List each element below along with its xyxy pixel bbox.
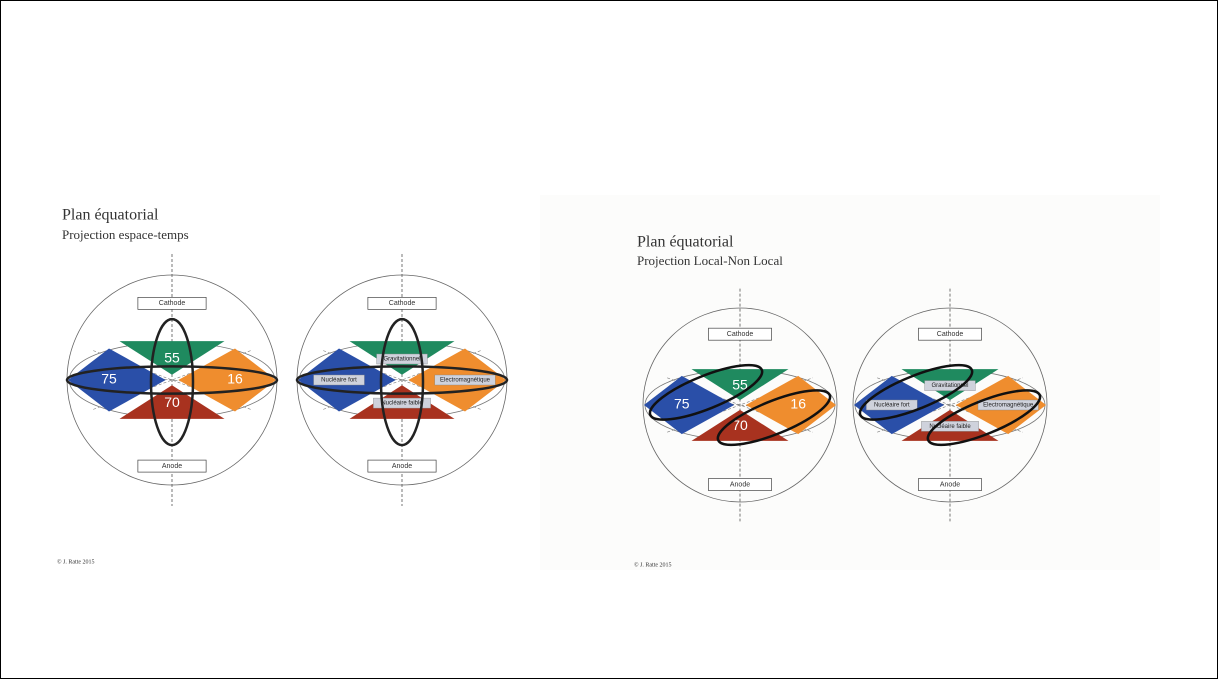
ring [716, 389, 832, 447]
pole-box [367, 459, 437, 473]
sector-label-box [313, 374, 365, 386]
sphere: Gravitationnel Nucléaire fort Electromagné… [852, 288, 1048, 522]
sector-number: 55 [164, 350, 180, 366]
sector [119, 341, 225, 375]
pole-label: Cathode [159, 300, 186, 307]
copyright: © J. Ratte 2015 [57, 558, 95, 565]
sphere: 55 75 16 70 Cathode Anode [642, 288, 838, 522]
sector-label: Gravitationnel [383, 357, 420, 363]
pole-box [708, 478, 772, 491]
sector-number: 55 [732, 376, 748, 392]
sector-label: Gravitationnel [931, 383, 968, 389]
sector [691, 369, 789, 401]
pole-label: Anode [940, 481, 960, 488]
sphere-outline [642, 307, 838, 503]
ring [295, 365, 509, 395]
pole-box [137, 459, 207, 473]
panel-title: Plan équatorial [62, 207, 159, 224]
ring [65, 365, 279, 395]
sector [119, 385, 225, 419]
pole-box [367, 297, 437, 310]
sector-number: 16 [790, 396, 806, 412]
pole-label: Anode [730, 481, 750, 488]
sphere-outline [852, 307, 1048, 503]
sector-label-box [924, 380, 976, 391]
sector-label: Nucléaire fort [321, 378, 357, 384]
panel-subtitle: Projection Local-Non Local [637, 253, 783, 268]
ring [379, 317, 425, 447]
sector-label: Nucléaire faible [381, 401, 423, 407]
pole-label: Anode [162, 463, 182, 470]
sector [691, 409, 789, 441]
sector-label-box [434, 374, 496, 386]
sector-label: Nucléaire fort [874, 403, 910, 409]
sector-label: Electromagnétique [440, 378, 491, 384]
sector-label-box [373, 397, 431, 409]
sector-label-box [921, 421, 979, 432]
ring [858, 363, 974, 421]
sector-number: 16 [227, 371, 243, 387]
ring [648, 363, 764, 421]
pole-label: Cathode [389, 300, 416, 307]
sector-label: Nucléaire faible [929, 424, 971, 430]
panel-background [540, 195, 1160, 570]
copyright: © J. Ratte 2015 [634, 561, 672, 568]
sector [68, 348, 166, 412]
sector-label-box [376, 353, 428, 365]
sphere: 55 75 16 70 Cathode Anode [65, 254, 279, 506]
panel-title: Plan équatorial [637, 234, 734, 251]
sector-number: 70 [164, 394, 180, 410]
panel-subtitle: Projection espace-temps [62, 227, 189, 242]
sector-number: 75 [674, 396, 690, 412]
sector-label: Electromagnétique [983, 403, 1034, 409]
pole-box [137, 297, 207, 310]
pole-box [918, 327, 982, 341]
pole-label: Cathode [937, 331, 964, 338]
sector-number: 70 [732, 417, 748, 433]
sector-number: 75 [101, 371, 117, 387]
ring [926, 389, 1042, 447]
pole-label: Anode [392, 463, 412, 470]
sector [178, 348, 276, 412]
pole-label: Cathode [727, 331, 754, 338]
ring [149, 317, 195, 447]
sector-label-box [977, 399, 1039, 411]
pole-box [918, 478, 982, 491]
pole-box [708, 327, 772, 341]
sphere: Gravitationnel Nucléaire fort Electromagné… [295, 254, 509, 506]
sector-label-box [866, 399, 918, 411]
